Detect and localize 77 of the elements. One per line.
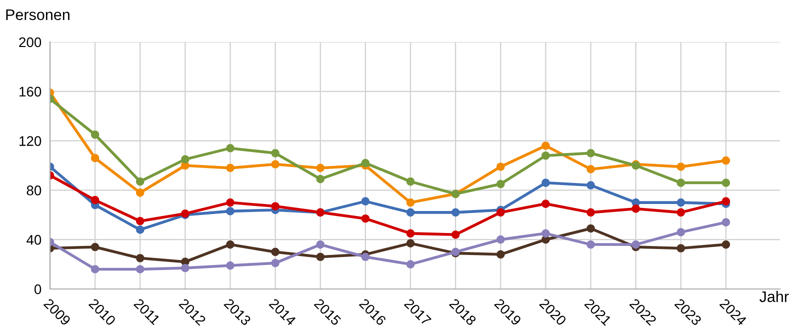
point xyxy=(90,196,100,204)
point xyxy=(316,240,325,249)
point xyxy=(542,200,550,208)
point xyxy=(542,142,550,150)
point xyxy=(496,180,505,188)
point xyxy=(542,151,550,160)
point xyxy=(271,258,280,268)
y-tick-label: 80 xyxy=(26,186,42,196)
point xyxy=(90,130,100,139)
point xyxy=(586,148,595,158)
point xyxy=(722,240,730,249)
point xyxy=(181,264,190,272)
point xyxy=(136,226,144,234)
point xyxy=(136,216,144,226)
point xyxy=(722,156,730,165)
point xyxy=(586,240,595,249)
x-axis-title: Jahr xyxy=(760,290,789,302)
point xyxy=(722,197,730,206)
point xyxy=(632,204,640,213)
point xyxy=(361,214,370,223)
point xyxy=(271,248,280,256)
point xyxy=(271,202,280,210)
point xyxy=(722,218,730,226)
point xyxy=(632,240,640,249)
point xyxy=(406,260,415,268)
point xyxy=(271,148,280,158)
point xyxy=(406,198,415,207)
point xyxy=(136,265,144,274)
point xyxy=(496,235,505,244)
point xyxy=(361,252,370,262)
point xyxy=(586,224,595,233)
y-tick-label: 160 xyxy=(20,86,42,97)
point xyxy=(496,162,505,171)
point xyxy=(316,164,325,172)
point xyxy=(136,254,144,262)
point xyxy=(586,181,595,190)
point xyxy=(586,165,595,174)
point xyxy=(406,239,415,248)
point xyxy=(406,229,415,238)
point xyxy=(676,208,686,217)
point xyxy=(181,155,190,164)
point xyxy=(542,229,550,238)
point xyxy=(676,198,686,207)
point xyxy=(676,228,686,236)
point xyxy=(542,178,550,187)
point xyxy=(136,177,144,186)
point xyxy=(586,208,595,217)
point xyxy=(316,174,325,184)
y-tick-label: 0 xyxy=(34,284,42,294)
point xyxy=(226,261,234,270)
point xyxy=(226,164,234,172)
point xyxy=(316,252,325,262)
y-tick-label: 40 xyxy=(26,234,42,245)
point xyxy=(496,208,505,217)
point xyxy=(406,208,415,217)
point xyxy=(90,265,100,274)
point xyxy=(496,250,505,259)
point xyxy=(271,160,280,168)
y-tick-label: 200 xyxy=(19,37,42,48)
point xyxy=(361,158,370,168)
point xyxy=(406,177,415,186)
point xyxy=(676,178,686,187)
point xyxy=(451,230,460,239)
point xyxy=(676,244,686,252)
point xyxy=(90,154,100,162)
point xyxy=(361,197,370,206)
point xyxy=(722,178,730,187)
y-tick-label: 120 xyxy=(20,136,42,146)
point xyxy=(226,144,234,152)
point xyxy=(90,242,100,252)
point xyxy=(676,162,686,171)
point xyxy=(226,198,234,207)
point xyxy=(136,188,144,197)
point xyxy=(226,207,234,216)
point xyxy=(226,240,234,249)
y-axis-title: Personen xyxy=(6,9,70,20)
point xyxy=(451,208,460,217)
